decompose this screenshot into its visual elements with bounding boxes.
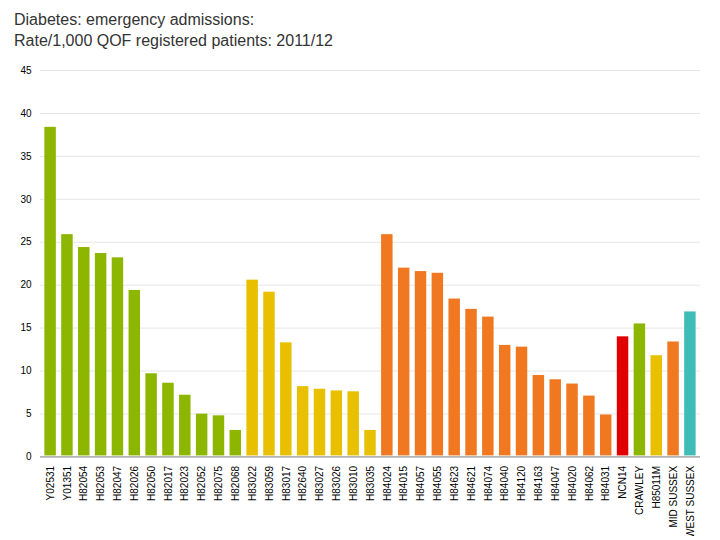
svg-text:H84062: H84062 xyxy=(584,465,595,500)
svg-text:20: 20 xyxy=(20,279,32,290)
svg-text:30: 30 xyxy=(20,193,32,204)
svg-text:WEST SUSSEX: WEST SUSSEX xyxy=(685,465,696,536)
svg-text:H82053: H82053 xyxy=(95,465,106,500)
svg-text:MID SUSSEX: MID SUSSEX xyxy=(668,465,679,527)
svg-text:H82047: H82047 xyxy=(112,465,123,500)
svg-text:H84015: H84015 xyxy=(398,465,409,500)
svg-text:10: 10 xyxy=(20,365,32,376)
svg-text:H84031: H84031 xyxy=(600,465,611,500)
svg-text:H84120: H84120 xyxy=(516,465,527,500)
svg-text:H82023: H82023 xyxy=(179,465,190,500)
svg-text:H84047: H84047 xyxy=(550,465,561,500)
svg-text:0: 0 xyxy=(26,451,32,462)
svg-text:H83022: H83022 xyxy=(247,465,258,500)
svg-text:H84024: H84024 xyxy=(382,465,393,500)
svg-text:H84074: H84074 xyxy=(483,465,494,500)
svg-text:H84040: H84040 xyxy=(499,465,510,500)
svg-text:H84055: H84055 xyxy=(432,465,443,500)
svg-text:H82017: H82017 xyxy=(163,465,174,500)
svg-text:5: 5 xyxy=(26,408,32,419)
svg-text:15: 15 xyxy=(20,322,32,333)
svg-text:Y01351: Y01351 xyxy=(62,465,73,500)
svg-text:NCN14: NCN14 xyxy=(617,465,628,498)
svg-text:40: 40 xyxy=(20,107,32,118)
svg-text:H84057: H84057 xyxy=(415,465,426,500)
svg-text:H82054: H82054 xyxy=(78,465,89,500)
svg-text:H83059: H83059 xyxy=(264,465,275,500)
svg-text:25: 25 xyxy=(20,236,32,247)
svg-text:H83035: H83035 xyxy=(365,465,376,500)
svg-text:H84020: H84020 xyxy=(567,465,578,500)
svg-text:Y02531: Y02531 xyxy=(45,465,56,500)
html-text:Diabetes: emergency admissions: Diabetes: emergency admissions: Rate/1,0… xyxy=(14,11,333,49)
svg-text:45: 45 xyxy=(20,64,32,75)
svg-text:H82640: H82640 xyxy=(297,465,308,500)
svg-text:H84163: H84163 xyxy=(533,465,544,500)
svg-text:H84621: H84621 xyxy=(466,465,477,500)
svg-text:H82050: H82050 xyxy=(146,465,157,500)
svg-text:H82052: H82052 xyxy=(196,465,207,500)
svg-text:H82026: H82026 xyxy=(129,465,140,500)
svg-text:H82068: H82068 xyxy=(230,465,241,500)
svg-text:H84623: H84623 xyxy=(449,465,460,500)
svg-text:H83010: H83010 xyxy=(348,465,359,500)
svg-text:H83027: H83027 xyxy=(314,465,325,500)
svg-text:H85011M: H85011M xyxy=(651,466,662,509)
svg-text:H83026: H83026 xyxy=(331,465,342,500)
svg-text:CRAWLEY: CRAWLEY xyxy=(634,465,645,514)
svg-text:H83017: H83017 xyxy=(281,465,292,500)
svg-text:35: 35 xyxy=(20,150,32,161)
svg-text:H82075: H82075 xyxy=(213,465,224,500)
